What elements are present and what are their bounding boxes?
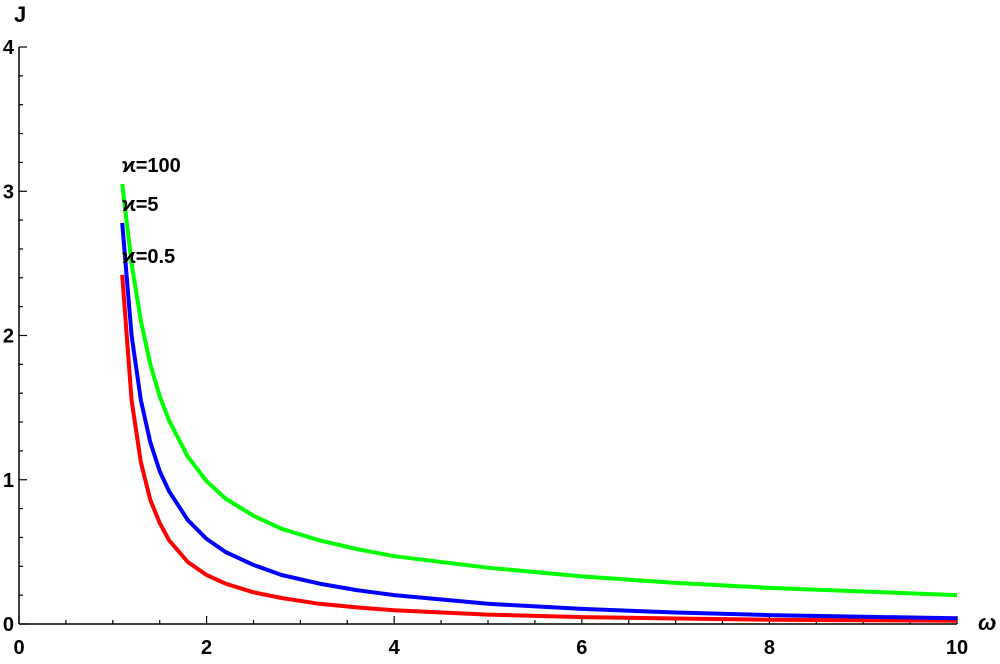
curves [120, 183, 958, 623]
y-tick-label: 1 [3, 470, 14, 492]
x-tick-label: 0 [13, 637, 24, 659]
x-tick-label: 6 [576, 637, 587, 659]
y-ticks: 0 1 2 3 4 [3, 37, 27, 636]
y-tick-label: 4 [3, 37, 15, 59]
x-tick-label: 4 [389, 637, 401, 659]
x-tick-label: 8 [764, 637, 775, 659]
y-tick-label: 2 [3, 326, 14, 348]
y-axis-label: J [14, 2, 26, 27]
series-annotation: ϰ=0.5 [122, 246, 175, 268]
series-annotation: ϰ=5 [122, 194, 158, 216]
y-tick-label: 0 [3, 614, 14, 636]
series-line-2 [120, 183, 958, 598]
series-labels: ϰ=100 ϰ=5 ϰ=0.5 [122, 155, 181, 268]
series-annotation: ϰ=100 [122, 155, 181, 177]
series-line-1 [120, 222, 958, 621]
x-ticks: 0 2 4 6 8 10 [13, 616, 968, 659]
series-line-0 [120, 274, 958, 623]
x-axis-label: ω [978, 610, 996, 635]
x-tick-label: 2 [201, 637, 212, 659]
y-tick-label: 3 [3, 181, 14, 203]
x-tick-label: 10 [946, 637, 968, 659]
